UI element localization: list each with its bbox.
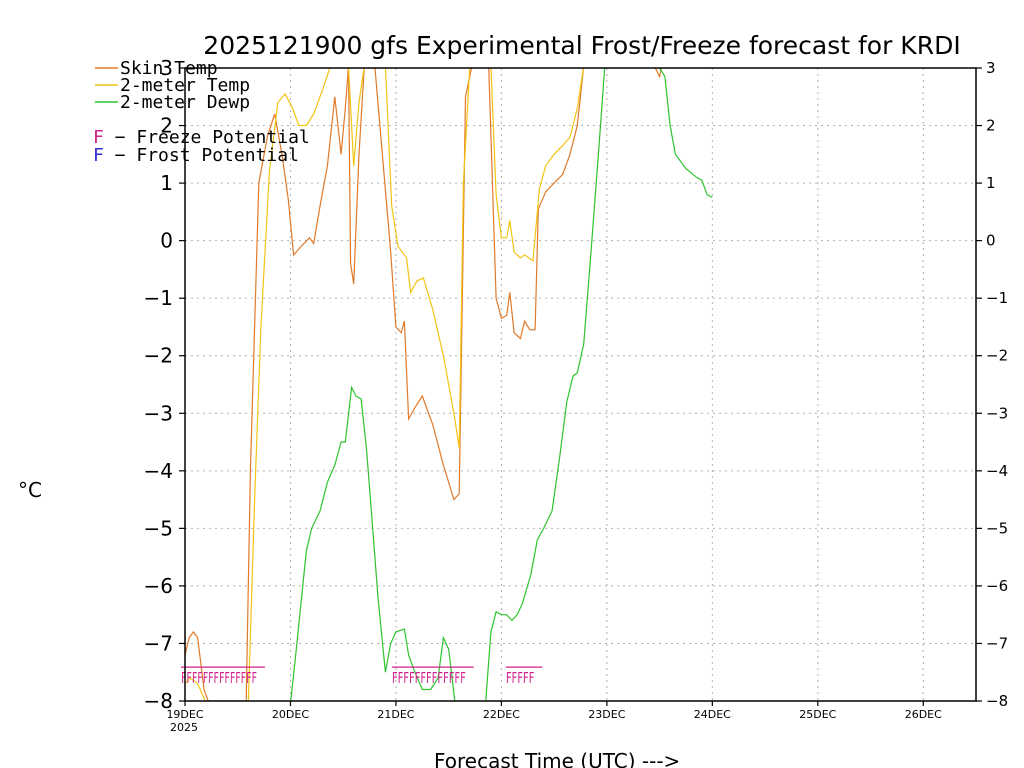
right-y-tick-label: 1 bbox=[986, 174, 996, 192]
y-tick-label: −7 bbox=[144, 631, 173, 655]
grid-lines bbox=[185, 68, 976, 701]
y-tick-label: −3 bbox=[144, 401, 173, 425]
y-tick-label: 1 bbox=[160, 171, 173, 195]
x-tick-label: 25DEC bbox=[799, 708, 836, 721]
y-tick-label: −6 bbox=[144, 574, 173, 598]
freeze-potential-marker: FFFFF bbox=[506, 669, 534, 687]
y-tick-label: −2 bbox=[144, 344, 173, 368]
right-y-tick-label: −4 bbox=[986, 462, 1008, 480]
legend-potential-letter: F bbox=[93, 145, 104, 166]
legend-entry: Skin Temp bbox=[120, 58, 218, 79]
x-tick-label: 21DEC bbox=[377, 708, 414, 721]
right-y-tick-label: 0 bbox=[986, 232, 996, 250]
y-axis-ticks: 3 2 1 0 −1 −2 −3 −4 −5 −6 −7 −8 bbox=[144, 56, 185, 713]
y-tick-label: 2 bbox=[160, 114, 173, 138]
plot-frame bbox=[184, 67, 977, 702]
x-year-label: 2025 bbox=[170, 721, 198, 734]
right-y-tick-label: 3 bbox=[986, 59, 996, 77]
x-tick-label: 20DEC bbox=[272, 708, 309, 721]
series-line-2-meter-temp bbox=[185, 68, 656, 701]
y-tick-label: 3 bbox=[160, 56, 173, 80]
y-tick-label: −5 bbox=[144, 516, 173, 540]
x-tick-label: 19DEC bbox=[166, 708, 203, 721]
legend-potential-letter: F bbox=[93, 127, 104, 148]
right-y-tick-label: −5 bbox=[986, 519, 1008, 537]
legend-entry: 2-meter Temp bbox=[120, 75, 250, 96]
right-y-tick-label: −3 bbox=[986, 404, 1008, 422]
legend-potential: F − Frost Potential bbox=[93, 145, 299, 166]
right-y-tick-label: −6 bbox=[986, 577, 1008, 595]
right-y-tick-label: −1 bbox=[986, 289, 1008, 307]
y-tick-label: −4 bbox=[144, 459, 173, 483]
x-tick-label: 24DEC bbox=[694, 708, 731, 721]
x-tick-label: 26DEC bbox=[905, 708, 942, 721]
legend-potential-text: − Freeze Potential bbox=[104, 127, 310, 148]
series-lines bbox=[185, 68, 713, 701]
right-y-tick-label: −7 bbox=[986, 634, 1008, 652]
x-tick-label: 23DEC bbox=[588, 708, 625, 721]
y-axis-label: °C bbox=[18, 478, 42, 502]
legend-potential: F − Freeze Potential bbox=[93, 127, 310, 148]
x-axis-label: Forecast Time (UTC) ---> bbox=[434, 749, 680, 768]
right-y-tick-label: −2 bbox=[986, 347, 1008, 365]
y-tick-label: −1 bbox=[144, 286, 173, 310]
chart-title: 2025121900 gfs Experimental Frost/Freeze… bbox=[203, 31, 960, 60]
series-line-2-meter-dewp bbox=[290, 68, 713, 701]
freeze-potential-marker: FFFFFFFFFFFFFF bbox=[181, 669, 257, 687]
legend-potential-text: − Frost Potential bbox=[104, 145, 299, 166]
x-axis-ticks: 19DEC 20DEC 21DEC 22DEC 23DEC 24DEC 25DEC 26DEC bbox=[166, 701, 942, 721]
x-tick-label: 22DEC bbox=[483, 708, 520, 721]
series-line-skin-temp bbox=[185, 68, 662, 701]
legend-entry: 2-meter Dewp bbox=[120, 92, 250, 113]
y-tick-label: 0 bbox=[160, 229, 173, 253]
freeze-potential-markers: FFFFFFFFFFFFFF FFFFFFFFFFFFF FFFFF bbox=[181, 666, 543, 687]
right-y-tick-label: 2 bbox=[986, 117, 996, 135]
right-y-axis-ticks: 3 2 1 0 −1 −2 −3 −4 −5 −6 −7 −8 bbox=[976, 59, 1008, 710]
right-y-tick-label: −8 bbox=[986, 692, 1008, 710]
freeze-potential-marker: FFFFFFFFFFFFF bbox=[392, 669, 466, 687]
y-tick-label: −8 bbox=[144, 689, 173, 713]
